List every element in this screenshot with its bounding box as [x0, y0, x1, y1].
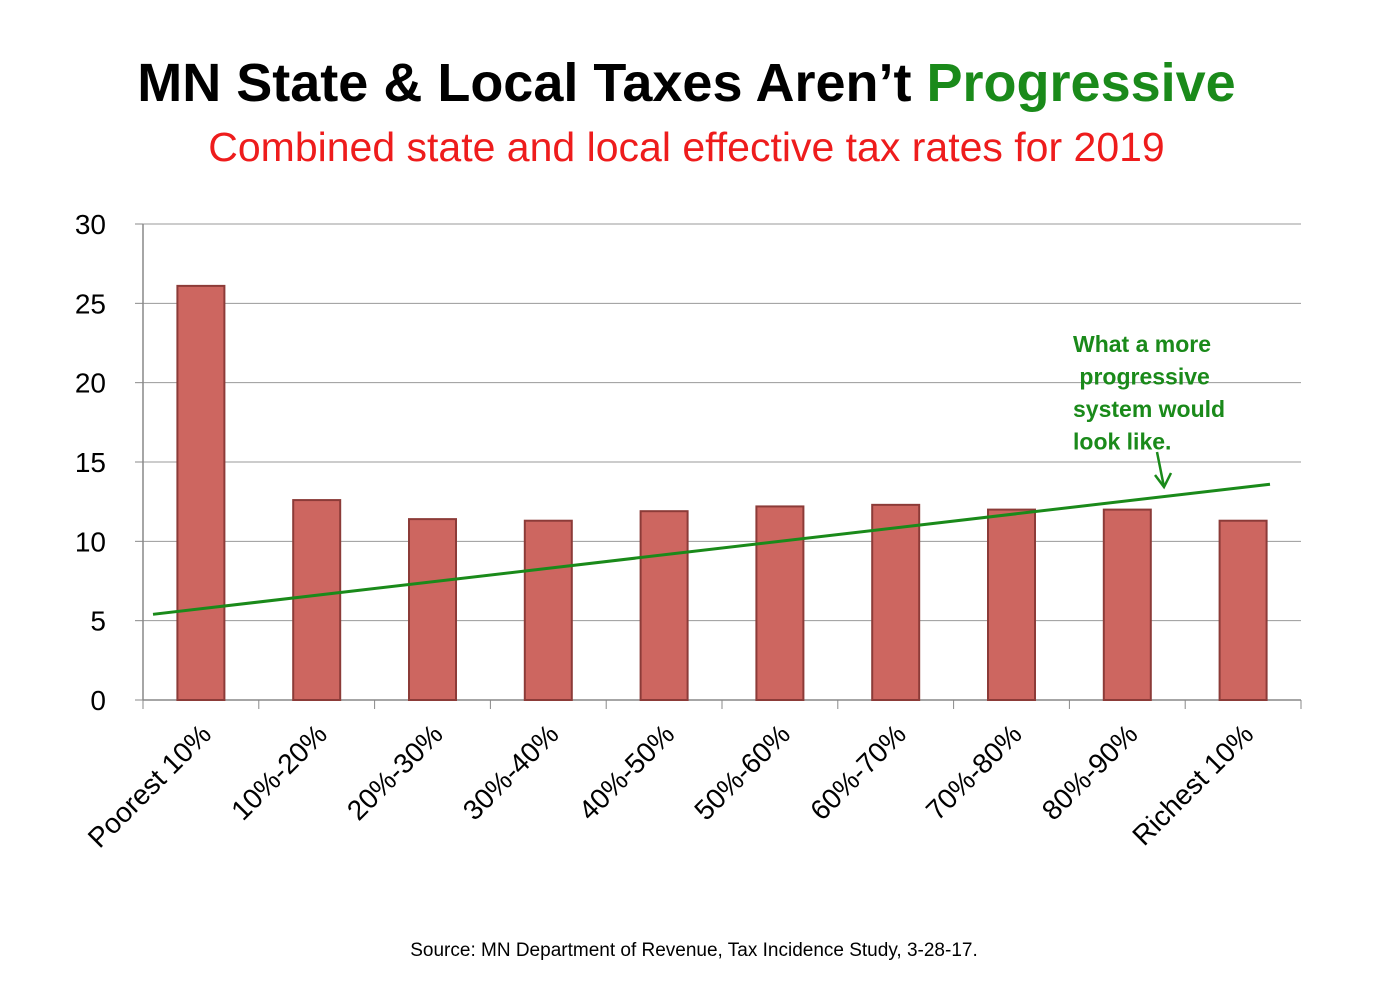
- x-tick-label: 60%-70%: [804, 718, 912, 826]
- y-tick-label: 15: [75, 447, 106, 478]
- chart-title: MN State & Local Taxes Aren’t Progressiv…: [0, 52, 1373, 114]
- annotation-arrow: [1155, 451, 1166, 488]
- x-tick-label: 20%-30%: [341, 718, 449, 826]
- y-tick-label: 20: [75, 368, 106, 399]
- source-note: Source: MN Department of Revenue, Tax In…: [410, 940, 978, 961]
- annotation-line: system would: [1073, 396, 1225, 422]
- x-tick-label: Richest 10%: [1126, 718, 1259, 851]
- bar: [1102, 508, 1152, 701]
- x-tick-label: 70%-80%: [920, 718, 1028, 826]
- bar: [987, 508, 1036, 701]
- y-tick-label: 0: [90, 685, 106, 716]
- x-tick-label: Poorest 10%: [82, 718, 217, 853]
- y-tick-label: 30: [75, 209, 106, 240]
- chart-title-accent: Progressive: [926, 53, 1236, 113]
- y-tick-label: 10: [75, 526, 106, 557]
- bar: [523, 519, 573, 701]
- annotation-line: look like.: [1073, 429, 1171, 455]
- bar: [639, 510, 689, 702]
- bar: [755, 505, 805, 701]
- annotation-arrowhead: [1154, 472, 1173, 490]
- y-tick-label: 5: [90, 606, 106, 637]
- bar: [292, 499, 342, 701]
- x-tick-label: 80%-90%: [1036, 718, 1144, 826]
- bar: [871, 503, 921, 701]
- annotation-line: progressive: [1073, 364, 1210, 390]
- y-tick-label: 25: [75, 288, 106, 319]
- x-tick-label: 40%-50%: [573, 718, 681, 826]
- x-tick-label: 50%-60%: [688, 718, 796, 826]
- chart-title-main: MN State & Local Taxes Aren’t: [137, 53, 912, 113]
- bar: [176, 284, 226, 701]
- x-tick-label: 30%-40%: [457, 718, 565, 826]
- x-tick-label: 10%-20%: [225, 718, 333, 826]
- annotation-line: What a more: [1073, 331, 1211, 357]
- chart-subtitle: Combined state and local effective tax r…: [208, 124, 1165, 170]
- trend-line: [152, 482, 1271, 616]
- bar: [408, 518, 457, 701]
- bar: [1218, 519, 1268, 701]
